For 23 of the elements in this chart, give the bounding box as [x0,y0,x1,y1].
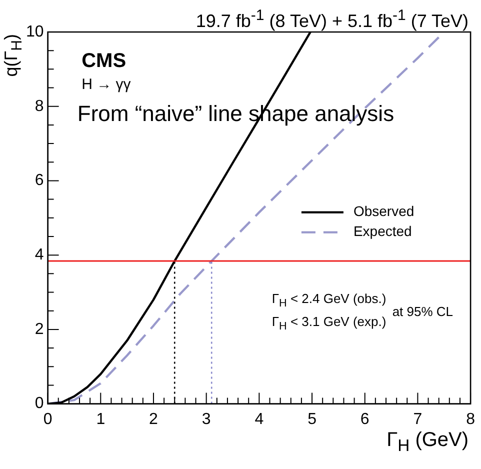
annotation: CMS [82,50,126,72]
y-tick-label: 2 [34,320,44,338]
x-tick-label: 2 [149,410,158,428]
y-tick-label: 0 [34,395,44,412]
x-tick-label: 1 [96,410,106,428]
annotation: H → γγ [82,76,131,93]
legend-label: Observed [353,203,414,220]
annotation: Γ$_{H}$ < 2.4 GeV (obs.) [272,291,386,310]
y-tick-label: 4 [34,246,44,264]
x-tick-label: 3 [202,410,211,428]
x-tick-label: 7 [413,410,422,428]
x-axis-title: Γ$_{H}$ (GeV) [386,428,469,455]
legend-label: Expected [353,223,412,240]
annotation: at 95% CL [392,304,454,320]
y-tick-label: 10 [26,23,44,40]
x-tick-label: 8 [466,410,476,428]
x-tick-label: 4 [254,410,264,428]
y-tick-label: 8 [34,98,44,115]
annotation: Γ$_{H}$ < 3.1 GeV (exp.) [272,314,386,332]
y-tick-label: 6 [34,172,44,190]
chart-title: 19.7 fb$^{-1}$ (8 TeV) + 5.1 fb$^{-1}$ (7 TeV) [196,7,469,31]
x-tick-label: 5 [308,410,317,428]
x-tick-label: 6 [360,410,370,428]
